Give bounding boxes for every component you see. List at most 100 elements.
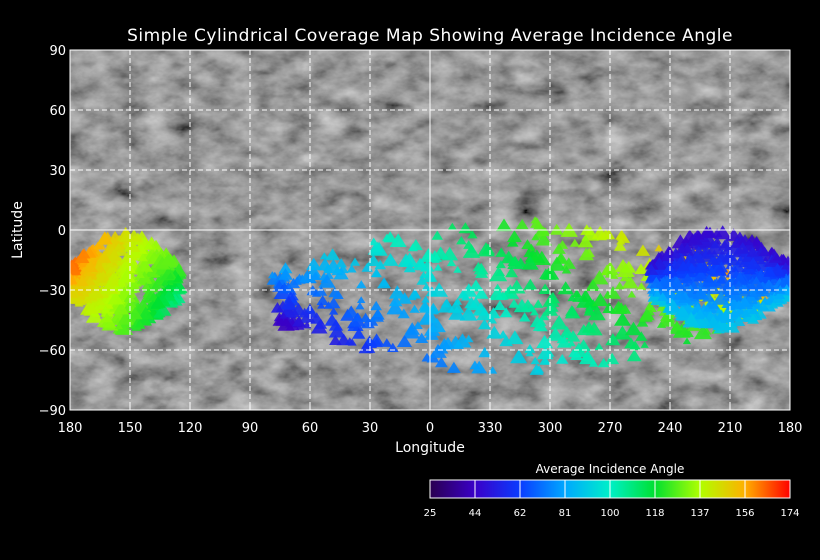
coverage-cell: [635, 244, 651, 256]
coverage-cell: [499, 307, 513, 318]
coverage-cell: [529, 315, 545, 328]
coverage-cell: [534, 365, 545, 374]
coverage-cell: [537, 346, 554, 360]
coverage-cell: [386, 300, 404, 315]
coverage-cell: [768, 301, 779, 309]
colorbar-title: Average Incidence Angle: [536, 462, 685, 476]
coverage-cell: [272, 314, 287, 326]
coverage-cell: [77, 248, 91, 259]
coverage-cell: [118, 269, 136, 283]
coverage-cell: [636, 282, 647, 290]
coverage-cell: [545, 291, 561, 304]
coverage-cell: [523, 248, 535, 257]
coverage-cell: [702, 291, 715, 302]
coverage-cell: [588, 306, 606, 321]
coverage-cell: [556, 354, 569, 364]
coverage-cell: [433, 263, 443, 271]
coverage-cell: [396, 334, 412, 347]
coverage-cell: [424, 252, 434, 260]
coverage-cell: [508, 298, 520, 308]
coverage-cell: [368, 237, 379, 246]
coverage-cell: [590, 270, 609, 285]
longitude-tick-label: 120: [178, 421, 203, 436]
coverage-cell: [757, 301, 770, 311]
coverage-cell: [319, 252, 329, 260]
coverage-cell: [723, 244, 733, 252]
coverage-cell: [530, 217, 544, 228]
coverage-cell: [317, 302, 326, 309]
coverage-cell: [389, 285, 406, 299]
coverage-cell: [676, 260, 690, 272]
coverage-cell: [774, 285, 786, 294]
coverage-cell: [748, 276, 765, 290]
coverage-cell: [489, 266, 508, 282]
longitude-tick-label: 330: [478, 421, 503, 436]
coverage-cell: [70, 285, 79, 298]
coverage-cell: [113, 301, 129, 315]
coverage-cell: [702, 304, 712, 312]
coverage-cell: [349, 257, 361, 266]
coverage-cell: [585, 279, 601, 291]
coverage-cell: [507, 256, 524, 269]
coverage-cell: [525, 349, 534, 357]
coverage-cell: [772, 253, 782, 261]
coverage-cell: [594, 342, 604, 350]
colorbar-tick-label: 118: [645, 508, 664, 519]
coverage-cell: [115, 320, 134, 335]
coverage-cell: [703, 274, 715, 283]
coverage-cell: [429, 343, 447, 358]
coverage-cell: [413, 321, 423, 329]
coverage-cell: [716, 274, 727, 283]
coverage-cell: [400, 252, 419, 267]
coverage-cell: [278, 262, 293, 274]
coverage-cell: [389, 233, 407, 247]
coverage-region: [70, 227, 188, 335]
coverage-cell: [538, 283, 552, 294]
coverage-cell: [627, 290, 637, 298]
coverage-cell: [124, 239, 141, 252]
coverage-cell: [359, 312, 372, 323]
coverage-cell: [415, 332, 429, 343]
coverage-cell: [682, 327, 694, 337]
plot-area: [70, 50, 790, 410]
coverage-cell: [730, 305, 745, 318]
coverage-cell: [670, 320, 683, 331]
coverage-cell: [569, 238, 580, 247]
coverage-cell: [700, 249, 712, 259]
coverage-cell: [446, 361, 461, 373]
coverage-cell: [629, 340, 641, 350]
coverage-cell: [689, 250, 705, 264]
coverage-cell: [759, 246, 771, 256]
coverage-cell: [640, 341, 649, 348]
coverage-cell: [604, 270, 615, 278]
coverage-cell: [693, 300, 702, 307]
coverage-cell: [372, 309, 383, 318]
coverage-cell: [738, 234, 752, 246]
coverage-cell: [705, 297, 720, 309]
coverage-cell: [571, 289, 582, 297]
coverage-cell: [424, 311, 439, 323]
coverage-cell: [123, 292, 136, 302]
coverage-cell: [675, 243, 689, 254]
coverage-cell: [478, 318, 491, 330]
coverage-cell: [532, 299, 544, 308]
latitude-tick-label: −60: [39, 344, 66, 359]
colorbar-tick-label: 100: [600, 508, 619, 519]
coverage-cell: [531, 233, 540, 241]
coverage-cell: [70, 273, 78, 285]
coverage-cell: [693, 230, 705, 240]
coverage-cell: [635, 331, 648, 341]
coverage-cell: [495, 260, 506, 269]
coverage-cell: [456, 236, 467, 245]
coverage-cell: [496, 218, 512, 232]
coverage-cell: [280, 296, 297, 310]
coverage-cell: [397, 308, 410, 319]
coverage-cell: [667, 300, 681, 311]
coverage-cell: [549, 223, 564, 235]
coverage-cell: [105, 260, 115, 268]
coverage-cell: [572, 292, 584, 302]
longitude-tick-label: 150: [118, 421, 143, 436]
coverage-cell: [660, 250, 675, 262]
coverage-cell: [732, 315, 746, 326]
coverage-cell: [85, 303, 99, 314]
